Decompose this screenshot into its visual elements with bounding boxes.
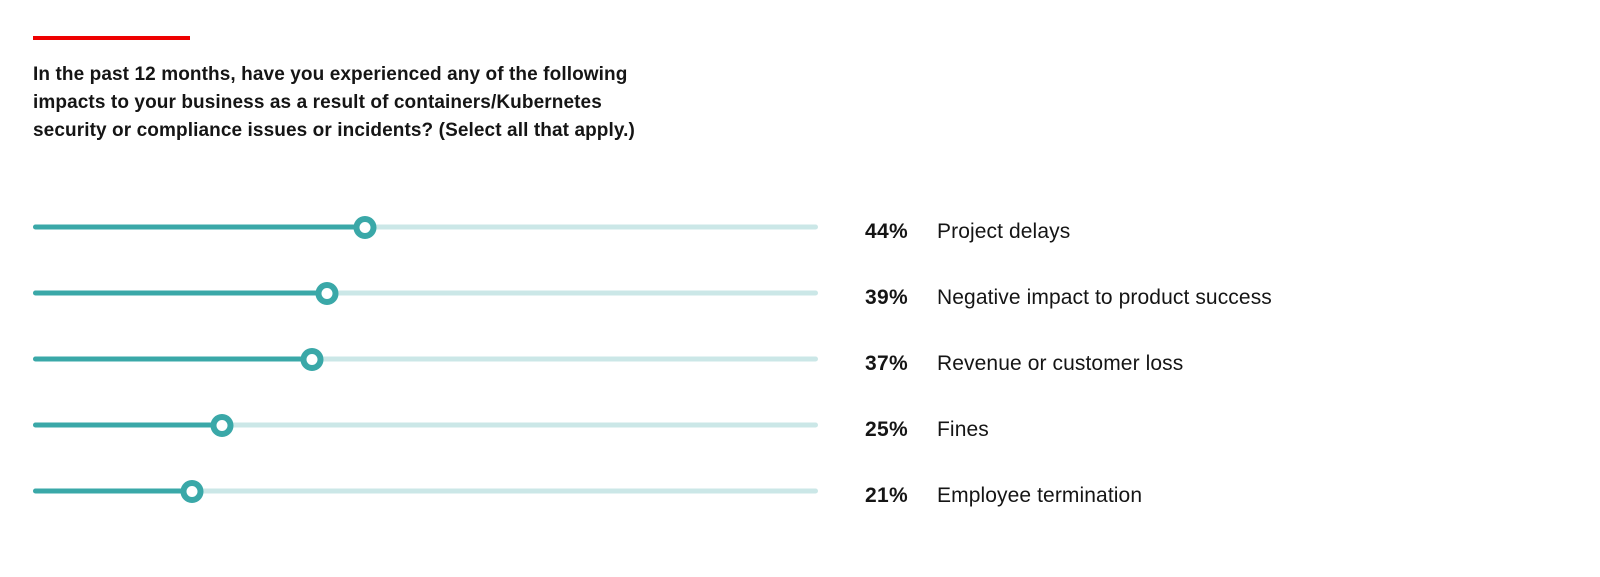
value-label: 37% [865, 352, 908, 375]
bar-fill [33, 488, 192, 494]
chart-row: 44% Project delays [33, 194, 1573, 260]
bar-track [33, 281, 818, 305]
value-label: 25% [865, 418, 908, 441]
chart-row: 37% Revenue or customer loss [33, 326, 1573, 392]
slider-handle-ring [210, 413, 234, 437]
chart-row: 39% Negative impact to product success [33, 260, 1573, 326]
question-line: impacts to your business as a result of … [33, 92, 602, 113]
slider-handle-ring [315, 281, 339, 305]
bar-fill [33, 290, 328, 296]
chart-row: 21% Employee termination [33, 458, 1573, 524]
category-label: Employee termination [937, 484, 1143, 507]
slider-handle-ring [300, 347, 324, 371]
question-line: In the past 12 months, have you experien… [33, 64, 628, 85]
bar-track [33, 215, 818, 239]
value-label: 44% [865, 220, 908, 243]
slider-handle-ring [180, 479, 203, 503]
bar-track [33, 347, 818, 371]
bar-fill [33, 356, 313, 362]
accent-rule [33, 36, 190, 40]
chart-title: In the past 12 months, have you experien… [33, 61, 635, 145]
category-label: Revenue or customer loss [937, 352, 1184, 375]
value-label: 21% [865, 484, 908, 507]
bar-fill [33, 422, 222, 428]
slider-handle-ring [353, 215, 377, 239]
bar-fill [33, 224, 366, 230]
value-label: 39% [865, 286, 908, 309]
category-label: Fines [937, 418, 989, 441]
question-line: security or compliance issues or inciden… [33, 120, 635, 141]
category-label: Negative impact to product success [937, 286, 1272, 309]
chart-row: 25% Fines [33, 392, 1573, 458]
category-label: Project delays [937, 220, 1071, 243]
bar-track [33, 413, 818, 437]
survey-bar-chart: 44% Project delays 39% Negative impact t… [33, 194, 1573, 524]
bar-track [33, 479, 818, 503]
